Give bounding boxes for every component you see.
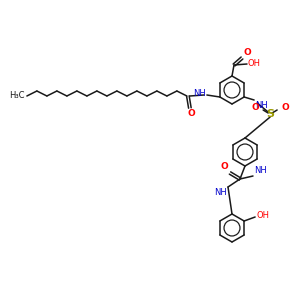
Text: NH: NH <box>255 101 268 110</box>
Text: O: O <box>220 162 228 171</box>
Text: O: O <box>281 103 289 112</box>
Text: H₃C: H₃C <box>9 92 25 100</box>
Text: O: O <box>251 103 259 112</box>
Text: OH: OH <box>248 59 261 68</box>
Text: OH: OH <box>256 212 269 220</box>
Text: NH: NH <box>254 166 267 175</box>
Text: NH: NH <box>193 89 206 98</box>
Text: O: O <box>187 109 195 118</box>
Text: NH: NH <box>214 188 227 197</box>
Text: O: O <box>243 48 251 57</box>
Text: S: S <box>266 109 274 119</box>
